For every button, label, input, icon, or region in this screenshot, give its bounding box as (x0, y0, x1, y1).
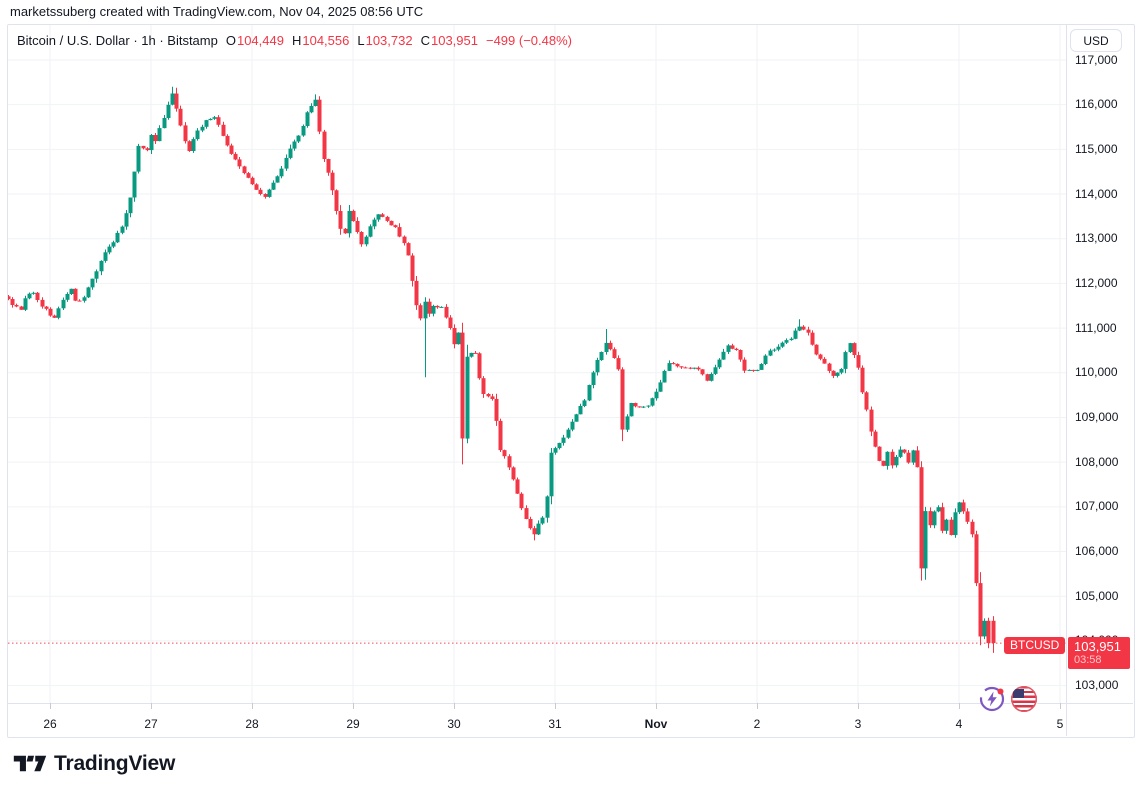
price-axis-label: 117,000 (1075, 52, 1118, 67)
time-axis-label: 2 (753, 717, 761, 731)
price-axis-label: 115,000 (1075, 141, 1118, 156)
time-axis-tick (1060, 703, 1061, 709)
time-axis-label: Nov (644, 717, 668, 731)
legend-low-value: 103,732 (365, 33, 413, 48)
price-axis-separator (1066, 25, 1067, 736)
legend-open-label: O (225, 33, 236, 48)
tradingview-logo[interactable]: TradingView (13, 751, 175, 776)
gridlines (8, 25, 1066, 703)
time-axis-tick (959, 703, 960, 709)
currency-usd-button[interactable]: USD (1070, 29, 1122, 52)
price-axis-label: 116,000 (1075, 97, 1118, 112)
price-axis-label: 107,000 (1075, 499, 1119, 514)
attribution-text: marketssuberg created with TradingView.c… (10, 4, 424, 19)
legend-change: −499 (−0.48%) (485, 33, 572, 48)
time-axis-label: 30 (447, 717, 461, 731)
exchange-logo-icon (979, 686, 1005, 712)
time-axis-tick (858, 703, 859, 709)
price-axis-label: 108,000 (1075, 454, 1119, 469)
symbol-price-tag: BTCUSD (1004, 636, 1066, 654)
time-axis-tick (151, 703, 152, 709)
tradingview-logo-text: TradingView (54, 751, 176, 775)
chart-legend[interactable]: Bitcoin / U.S. Dollar · 1h · Bitstamp O10… (17, 33, 572, 48)
legend-high-value: 104,556 (302, 33, 350, 48)
time-axis-separator (8, 703, 1133, 704)
last-price-label: 103,951 03:58 (1068, 636, 1130, 669)
time-axis-label: 31 (548, 717, 562, 731)
price-axis-label: 113,000 (1075, 231, 1118, 246)
time-axis-label: 29 (346, 717, 360, 731)
time-axis-tick (656, 703, 657, 709)
legend-close-value: 103,951 (430, 33, 478, 48)
last-price-value: 103,951 (1074, 638, 1121, 654)
time-axis-label: 4 (955, 717, 963, 731)
candles (8, 86, 996, 653)
candlestick-chart[interactable] (8, 25, 1066, 703)
time-axis-label: 5 (1056, 717, 1064, 731)
time-axis-tick (757, 703, 758, 709)
time-axis-label: 26 (43, 717, 57, 731)
legend-open-value: 104,449 (236, 33, 284, 48)
flag-canton (1013, 689, 1024, 698)
legend-series-title: Bitcoin / U.S. Dollar · 1h · Bitstamp (17, 33, 218, 48)
price-axis-label: 103,000 (1075, 678, 1119, 693)
time-axis-tick (252, 703, 253, 709)
price-axis-label: 106,000 (1075, 544, 1119, 559)
time-axis-tick (454, 703, 455, 709)
price-axis-label: 112,000 (1075, 275, 1118, 290)
time-axis-tick (50, 703, 51, 709)
time-axis-tick (353, 703, 354, 709)
tradingview-logo-icon (13, 755, 47, 772)
legend-close-label: C (420, 33, 430, 48)
time-axis-label: 28 (245, 717, 259, 731)
legend-low-label: L (357, 33, 365, 48)
us-flag-icon (1011, 686, 1037, 712)
legend-high-label: H (291, 33, 302, 48)
price-axis-label: 111,000 (1075, 320, 1117, 335)
time-axis-tick (555, 703, 556, 709)
time-axis-label: 3 (854, 717, 862, 731)
time-axis-label: 27 (144, 717, 158, 731)
price-axis-label: 110,000 (1075, 365, 1118, 380)
price-axis-label: 105,000 (1075, 588, 1119, 603)
price-axis-label: 109,000 (1075, 409, 1119, 424)
price-axis-label: 114,000 (1075, 186, 1118, 201)
bar-countdown: 03:58 (1074, 653, 1102, 666)
